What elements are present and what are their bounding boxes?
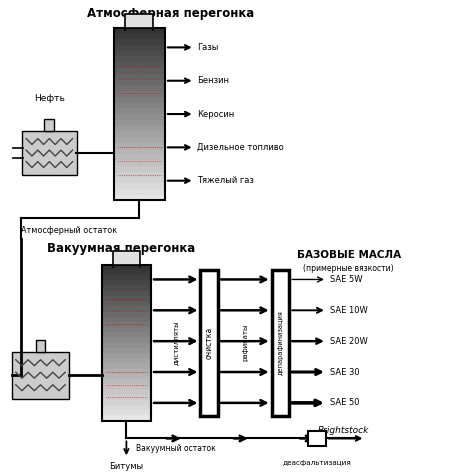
Bar <box>101 296 151 301</box>
Bar <box>101 337 151 343</box>
Text: (примерные вязкости): (примерные вязкости) <box>303 264 394 273</box>
Bar <box>114 183 165 189</box>
Bar <box>114 51 165 57</box>
Bar <box>114 85 165 91</box>
Bar <box>114 143 165 149</box>
Text: дистилляты: дистилляты <box>173 320 179 365</box>
Bar <box>101 301 151 306</box>
Bar <box>101 265 151 421</box>
Text: Вакуумная перегонка: Вакуумная перегонка <box>47 242 195 255</box>
Bar <box>101 395 151 400</box>
Bar <box>114 102 165 108</box>
Bar <box>114 57 165 62</box>
Bar <box>114 108 165 114</box>
Bar <box>101 415 151 421</box>
Text: БАЗОВЫЕ МАСЛА: БАЗОВЫЕ МАСЛА <box>296 250 401 260</box>
Bar <box>101 270 151 275</box>
Bar <box>114 160 165 166</box>
Bar <box>113 251 140 265</box>
Bar <box>114 91 165 97</box>
Text: Бензин: Бензин <box>197 76 229 85</box>
Bar <box>101 280 151 286</box>
Bar <box>101 286 151 291</box>
Bar <box>271 270 289 416</box>
Bar <box>35 340 45 352</box>
Bar <box>114 62 165 68</box>
Text: SAE 20W: SAE 20W <box>330 337 368 346</box>
Bar <box>308 430 326 447</box>
Bar <box>114 68 165 74</box>
Text: Газы: Газы <box>197 43 219 52</box>
Text: SAE 10W: SAE 10W <box>330 306 368 315</box>
Bar <box>114 126 165 131</box>
Bar <box>114 34 165 39</box>
Bar <box>44 119 54 131</box>
Bar <box>101 275 151 280</box>
Text: SAE 5W: SAE 5W <box>330 275 362 284</box>
Bar <box>114 172 165 177</box>
Bar <box>114 79 165 85</box>
Bar <box>114 177 165 183</box>
Bar <box>114 97 165 102</box>
Bar <box>114 120 165 126</box>
Bar <box>101 379 151 384</box>
Text: Тяжелый газ: Тяжелый газ <box>197 176 254 185</box>
Bar <box>101 348 151 353</box>
Bar <box>101 358 151 363</box>
Bar <box>101 389 151 395</box>
Bar <box>114 194 165 201</box>
Text: Дизельное топливо: Дизельное топливо <box>197 143 284 152</box>
Bar <box>114 45 165 51</box>
Text: Brightstock: Brightstock <box>318 426 369 435</box>
Bar <box>22 131 76 175</box>
Text: очистка: очистка <box>205 327 214 359</box>
Text: деасфальтизация: деасфальтизация <box>283 460 351 466</box>
Bar <box>12 352 69 399</box>
Bar <box>114 166 165 172</box>
Bar <box>114 39 165 45</box>
Bar <box>114 74 165 79</box>
Bar <box>101 343 151 348</box>
Text: депарафинизация: депарафинизация <box>278 310 283 375</box>
Bar <box>114 28 165 201</box>
Bar <box>101 322 151 327</box>
Bar <box>101 312 151 317</box>
Bar <box>101 363 151 369</box>
Bar <box>114 149 165 154</box>
Bar <box>101 369 151 374</box>
Bar <box>114 28 165 34</box>
Bar <box>101 405 151 410</box>
Text: Атмосферный остаток: Атмосферный остаток <box>21 226 117 235</box>
Bar <box>101 410 151 415</box>
Bar <box>101 374 151 379</box>
Text: Битумы: Битумы <box>110 462 143 471</box>
Text: Атмосферная перегонка: Атмосферная перегонка <box>87 8 254 20</box>
Bar <box>101 291 151 296</box>
Bar <box>101 327 151 332</box>
Bar <box>114 154 165 160</box>
Bar <box>101 332 151 337</box>
Text: рафинаты: рафинаты <box>242 324 248 362</box>
Bar <box>125 14 153 28</box>
Text: SAE 50: SAE 50 <box>330 398 359 407</box>
Text: SAE 30: SAE 30 <box>330 368 360 377</box>
Bar <box>101 384 151 389</box>
Text: Вакуумный остаток: Вакуумный остаток <box>136 444 216 453</box>
Bar <box>101 400 151 405</box>
Bar <box>101 265 151 270</box>
Text: Нефть: Нефть <box>34 94 65 103</box>
Bar <box>101 317 151 322</box>
Bar <box>114 189 165 194</box>
Bar <box>114 137 165 143</box>
Bar <box>201 270 218 416</box>
Bar <box>101 306 151 312</box>
Bar <box>114 131 165 137</box>
Text: Керосин: Керосин <box>197 110 235 118</box>
Bar <box>114 114 165 120</box>
Bar <box>101 353 151 358</box>
